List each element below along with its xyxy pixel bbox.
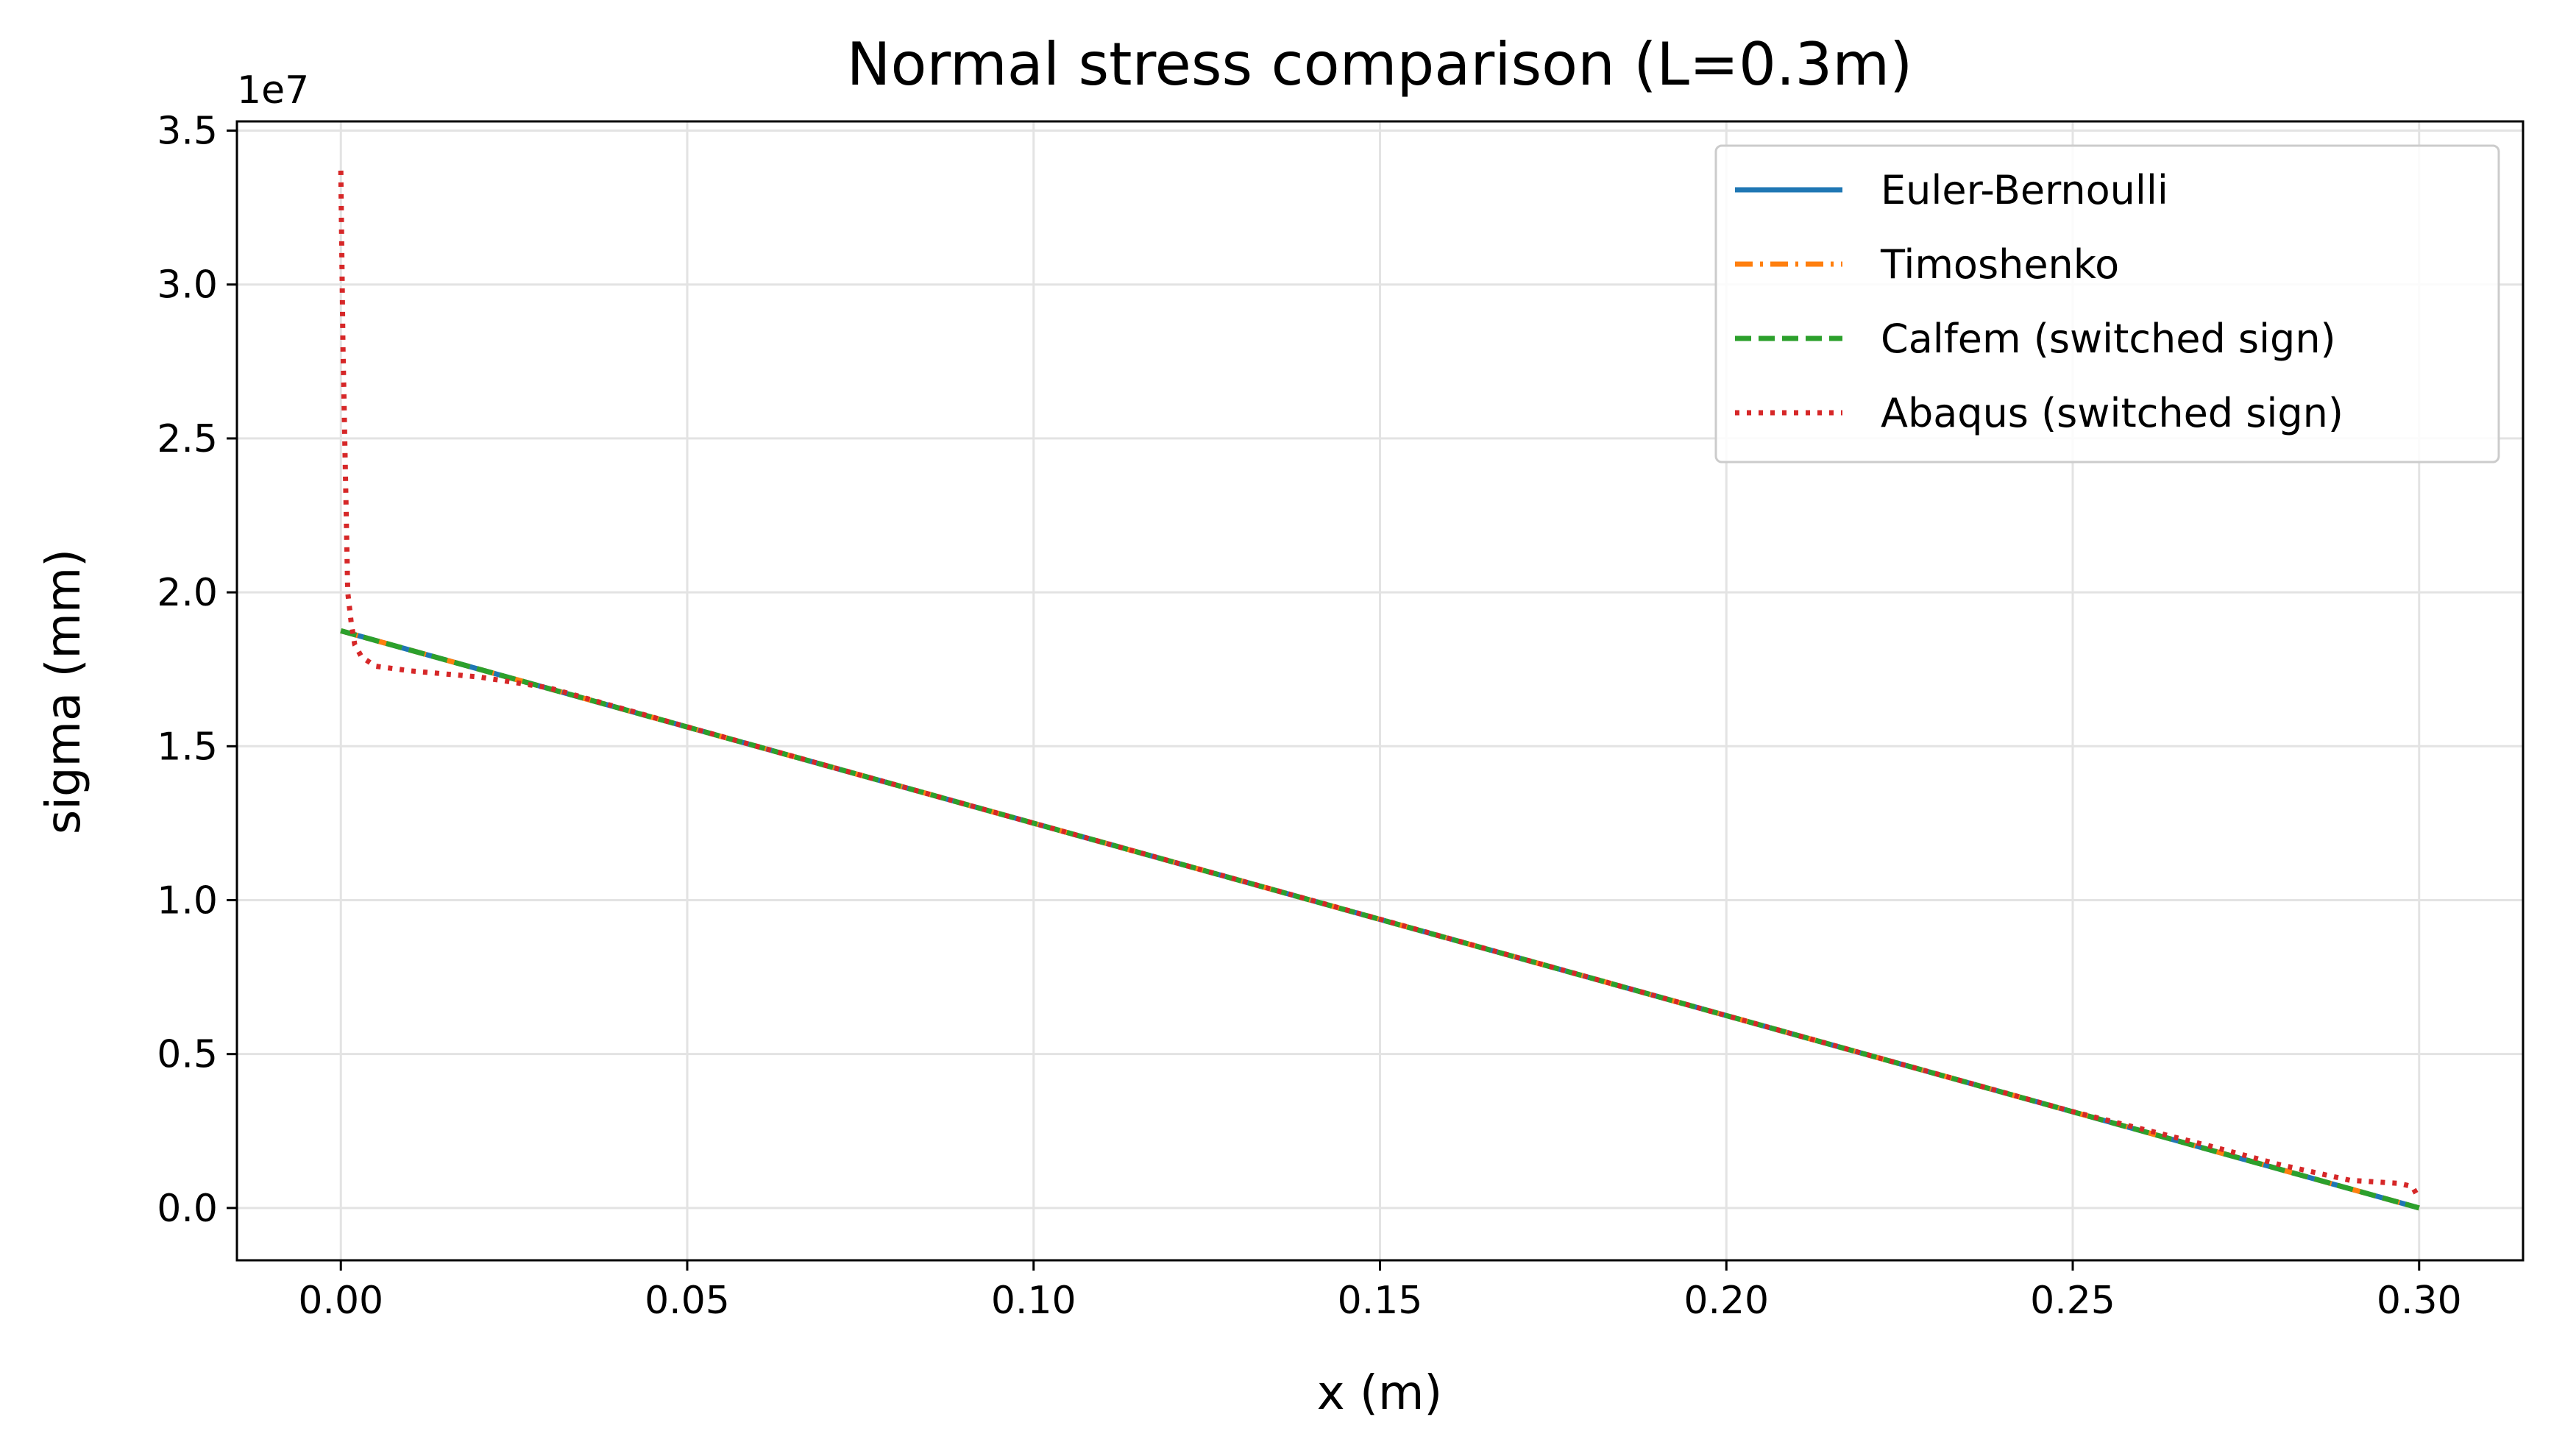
legend: Euler-Bernoulli Timoshenko Calfem (switche… — [1714, 144, 2500, 464]
legend-label: Euler-Bernoulli — [1881, 167, 2168, 213]
y-tick-label: 0.0 — [157, 1187, 218, 1231]
chart-title: Normal stress comparison (L=0.3m) — [847, 30, 1913, 99]
y-tick-label: 1.5 — [157, 725, 218, 769]
y-tick-label: 3.0 — [157, 263, 218, 308]
y-tick-label: 2.5 — [157, 417, 218, 461]
x-tick-label: 0.30 — [2377, 1279, 2462, 1323]
plot-frame — [235, 120, 2525, 1262]
y-offset-label: 1e7 — [237, 68, 309, 113]
y-tick-label: 3.5 — [157, 110, 218, 154]
x-tick-label: 0.15 — [1338, 1279, 1423, 1323]
x-tick-label: 0.05 — [645, 1279, 730, 1323]
grid — [237, 121, 2523, 1260]
legend-label: Abaqus (switched sign) — [1881, 390, 2344, 436]
x-tick-label: 0.25 — [2030, 1279, 2115, 1323]
y-tick-label: 0.5 — [157, 1033, 218, 1077]
x-tick-label: 0.10 — [991, 1279, 1076, 1323]
x-axis-label: x (m) — [1317, 1366, 1443, 1421]
legend-label: Calfem (switched sign) — [1881, 316, 2336, 362]
legend-label: Timoshenko — [1880, 241, 2119, 288]
x-axis-ticks: 0.00 0.05 0.10 0.15 0.20 0.25 0.30 — [298, 1260, 2462, 1323]
x-tick-label: 0.20 — [1683, 1279, 1769, 1323]
legend-box — [1714, 144, 2500, 464]
y-tick-label: 1.0 — [157, 878, 218, 923]
y-axis-label: sigma (mm) — [37, 549, 91, 834]
series-lines — [338, 170, 2422, 1211]
series-line-abaqus-switched-sign — [338, 170, 2422, 1201]
x-tick-label: 0.00 — [298, 1279, 383, 1323]
y-axis-ticks: 0.0 0.5 1.0 1.5 2.0 2.5 3.0 3.5 — [157, 110, 237, 1231]
y-tick-label: 2.0 — [157, 571, 218, 615]
